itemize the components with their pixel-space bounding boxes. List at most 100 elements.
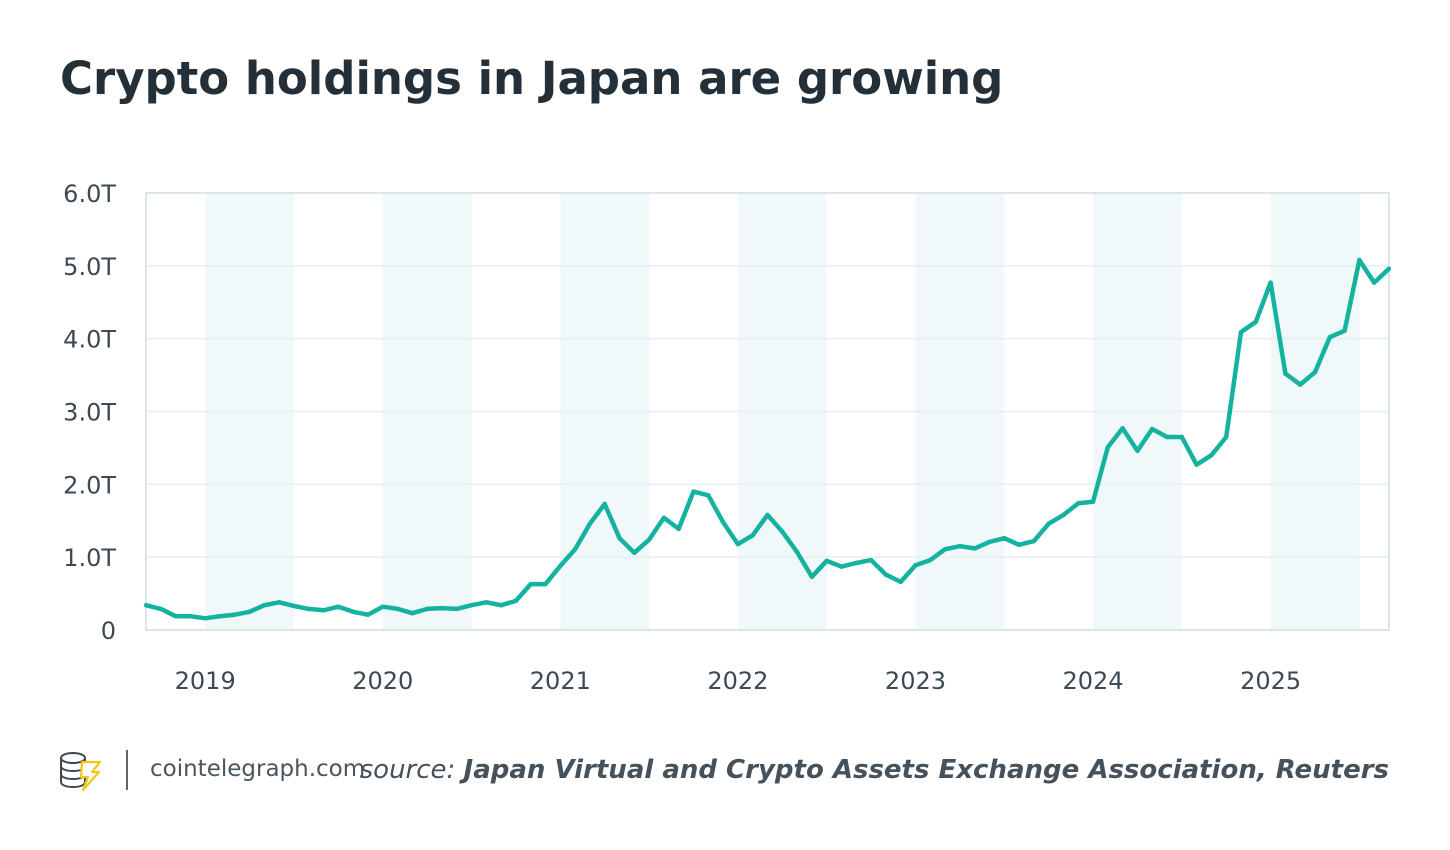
y-tick-label: 0 — [101, 617, 116, 645]
data-point — [824, 558, 829, 564]
data-point — [543, 581, 548, 587]
data-point — [735, 541, 741, 547]
data-point — [942, 546, 948, 552]
footer-divider — [126, 750, 128, 790]
data-point — [1386, 266, 1392, 271]
data-point — [987, 539, 992, 545]
x-tick-label: 2021 — [530, 667, 591, 695]
data-point — [898, 579, 903, 585]
data-point — [306, 606, 311, 612]
data-point — [1105, 444, 1111, 450]
data-point — [484, 600, 489, 605]
x-axis-ticks: 2019 2020 2021 2022 2023 2024 2025 — [175, 667, 1302, 695]
data-point — [395, 606, 400, 612]
data-point — [276, 600, 282, 605]
x-tick-label: 2019 — [175, 667, 236, 695]
data-point — [691, 489, 696, 494]
data-point — [158, 606, 163, 612]
data-point — [1031, 538, 1037, 544]
data-point — [439, 605, 445, 611]
data-point — [173, 613, 178, 619]
data-point — [972, 546, 977, 551]
data-point — [528, 581, 533, 587]
data-point — [365, 612, 371, 617]
x-tick-label: 2022 — [707, 667, 768, 695]
y-tick-label: 5.0T — [63, 253, 116, 281]
data-point — [632, 550, 637, 555]
x-tick-label: 2024 — [1063, 667, 1124, 695]
data-point — [1283, 371, 1288, 376]
data-point — [794, 549, 800, 555]
data-point — [765, 512, 770, 518]
data-point — [1268, 280, 1273, 285]
data-point — [188, 613, 193, 619]
data-point — [868, 557, 874, 563]
data-point — [572, 546, 578, 552]
data-point — [720, 520, 726, 525]
data-point — [232, 612, 237, 617]
data-point — [1135, 448, 1140, 454]
data-point — [454, 606, 459, 612]
data-point — [410, 611, 415, 616]
data-point — [646, 537, 652, 542]
data-point — [1327, 335, 1333, 340]
data-point — [1194, 462, 1199, 467]
data-point — [558, 563, 563, 569]
data-point — [498, 603, 504, 608]
data-point — [1238, 329, 1244, 335]
data-point — [1150, 426, 1155, 432]
x-tick-label: 2020 — [352, 667, 413, 695]
data-point — [1342, 328, 1347, 333]
y-tick-label: 4.0T — [63, 326, 116, 354]
chart-title: Crypto holdings in Japan are growing — [60, 52, 1004, 105]
data-point — [247, 609, 252, 614]
data-point — [291, 603, 297, 609]
data-point — [809, 574, 815, 580]
data-point — [587, 521, 593, 526]
data-point — [602, 501, 607, 507]
cointelegraph-logo-icon — [58, 750, 104, 796]
source-note: source: Japan Virtual and Crypto Assets … — [360, 755, 1389, 785]
data-point — [262, 603, 267, 608]
data-point — [1253, 319, 1259, 325]
data-point — [913, 562, 918, 568]
data-point — [202, 616, 208, 621]
data-point — [1120, 426, 1125, 431]
site-name: cointelegraph.com — [150, 756, 366, 782]
data-point — [513, 598, 519, 604]
plot-frame — [145, 192, 1390, 631]
gridlines — [146, 265, 1389, 558]
data-point — [380, 604, 385, 609]
y-tick-label: 2.0T — [63, 471, 116, 499]
data-point — [1090, 499, 1096, 505]
data-point — [1002, 536, 1007, 541]
data-point — [883, 572, 889, 577]
source-text: Japan Virtual and Crypto Assets Exchange… — [463, 755, 1389, 785]
data-point — [321, 608, 326, 613]
data-point — [839, 564, 844, 569]
data-point — [350, 609, 356, 614]
data-point — [1298, 382, 1303, 387]
data-point — [1061, 512, 1066, 518]
data-point — [780, 529, 785, 534]
data-point — [1076, 501, 1081, 506]
data-point — [1046, 521, 1051, 526]
data-point — [336, 604, 341, 609]
data-point — [1179, 434, 1185, 440]
x-tick-label: 2025 — [1240, 667, 1301, 695]
data-point — [1164, 434, 1170, 440]
data-point — [928, 557, 933, 563]
data-point — [957, 544, 963, 549]
data-point — [1224, 434, 1229, 440]
data-point — [1312, 369, 1318, 375]
y-tick-label: 6.0T — [63, 180, 116, 208]
x-tick-label: 2023 — [885, 667, 946, 695]
y-axis-ticks: 0 1.0T 2.0T 3.0T 4.0T 5.0T 6.0T — [63, 180, 116, 645]
source-prefix: source: — [359, 755, 456, 785]
data-points — [143, 257, 1392, 621]
data-point — [676, 526, 681, 531]
data-point — [1209, 453, 1214, 458]
y-tick-label: 1.0T — [63, 544, 116, 572]
data-point — [750, 533, 755, 538]
